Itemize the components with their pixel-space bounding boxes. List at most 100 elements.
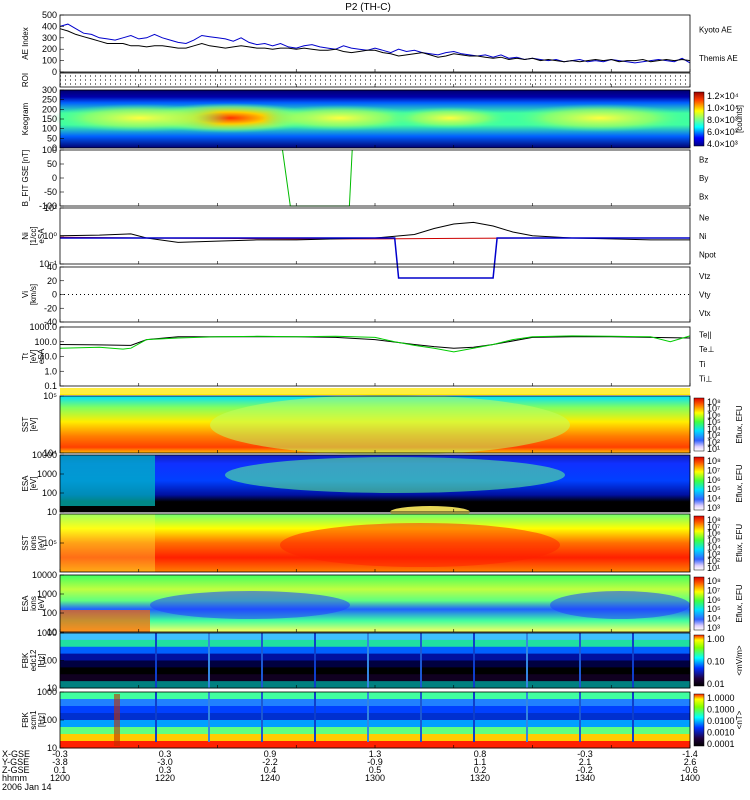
fbk-streak (579, 692, 581, 742)
fbk-streak (632, 692, 634, 742)
fbk-streak (155, 692, 157, 742)
fbk-streak (632, 692, 634, 742)
colorbar-tick-label: 1.2×10⁴ (707, 91, 739, 101)
colorbar-label: Eflux, EFU (735, 584, 744, 622)
fbk-streak (367, 692, 369, 742)
fbk-streak (261, 633, 263, 688)
fbk-streak (420, 633, 422, 688)
x-axis-value: 0.2 (474, 765, 487, 775)
y-tick-label: -40 (44, 317, 57, 327)
x-axis-value: 2.6 (684, 757, 697, 767)
colorbar-tick-label: 10³ (707, 623, 720, 633)
legend-entry: By (699, 174, 708, 183)
fbk-streak (420, 633, 422, 688)
x-axis-value: -0.3 (577, 749, 593, 759)
fbk-streak (473, 692, 475, 742)
fbk-streak (473, 692, 475, 742)
fbk-streak (579, 633, 581, 688)
y-tick-label: 400 (42, 21, 57, 31)
fbk-streak (314, 692, 316, 742)
legend-entry: Kyoto AE (699, 25, 732, 34)
y-tick-label: 200 (42, 44, 57, 54)
x-axis-value: -0.6 (682, 765, 698, 775)
fbk-streak (526, 692, 528, 742)
fbk-band (60, 653, 690, 661)
y-tick-label: 0 (52, 290, 57, 300)
x-axis-value: -3.8 (52, 757, 68, 767)
fbk-streak (314, 633, 316, 688)
fbk-streak (155, 633, 157, 688)
series-line (59, 335, 691, 353)
y-tick-label: 200 (42, 104, 57, 114)
spectrogram-feature (150, 591, 350, 619)
fbk-streak (208, 692, 210, 742)
panel-frame (59, 266, 691, 323)
fbk-streak (208, 692, 210, 742)
colorbar-tick-label: 10⁶ (707, 529, 721, 539)
fbk-streak (155, 633, 157, 688)
spectrogram-feature (60, 514, 155, 572)
fbk-streak (314, 633, 316, 688)
fbk-streak (314, 692, 316, 742)
y-tick-label: 10000 (32, 570, 57, 580)
fbk-streak (420, 692, 422, 742)
fbk-streak (155, 692, 157, 742)
colorbar-tick-label: 10⁷ (707, 404, 720, 414)
fbk-streak (208, 692, 210, 742)
colorbar-tick-label: 10³ (707, 431, 720, 441)
fbk-band (60, 639, 690, 648)
fbk-streak (367, 692, 369, 742)
colorbar-tick-label: 10³ (707, 503, 720, 513)
fbk-streak (632, 692, 634, 742)
colorbar-tick-label: 10⁷ (707, 585, 720, 595)
fbk-band (60, 734, 690, 742)
fbk-streak (473, 633, 475, 688)
colorbar (693, 91, 705, 147)
colorbar-tick-label: 10⁴ (707, 542, 721, 552)
y-axis-label: ions (29, 596, 38, 611)
fbk-streak (261, 692, 263, 742)
x-axis-value: 2.1 (579, 757, 592, 767)
fbk-streak (261, 692, 263, 742)
colorbar-tick-label: 0.10 (707, 657, 725, 667)
fbk-band (60, 692, 690, 700)
fbk-streak (367, 633, 369, 688)
x-axis-value: 0.1 (54, 765, 67, 775)
y-axis-label: ESA (21, 595, 30, 612)
fbk-band (60, 681, 690, 689)
y-tick-label: 10⁴ (43, 448, 57, 458)
x-axis-value: -3.0 (157, 757, 173, 767)
y-tick-label: 100 (42, 488, 57, 498)
legend-entry: Vty (699, 291, 711, 300)
fbk-streak (367, 633, 369, 688)
fbk-streak (261, 692, 263, 742)
colorbar-tick-label: 10⁶ (707, 410, 721, 420)
fbk-streak (526, 633, 528, 688)
fbk-streak (526, 633, 528, 688)
fbk-streak (314, 633, 316, 688)
x-axis-value: 0.5 (369, 765, 382, 775)
fbk-streak (420, 692, 422, 742)
x-axis-value: 0.3 (159, 765, 172, 775)
fbk-streak (526, 633, 528, 688)
fbk-streak (579, 633, 581, 688)
spectrogram-feature (60, 455, 155, 506)
fbk-streak (367, 633, 369, 688)
y-tick-label: 50 (47, 133, 57, 143)
legend-entry: Npot (699, 251, 717, 260)
x-axis-value: 1240 (260, 773, 280, 783)
fbk-band (60, 633, 690, 641)
y-tick-label: 20 (47, 276, 57, 286)
fbk-streak (367, 633, 369, 688)
page-title: P2 (TH-C) (345, 2, 391, 13)
y-axis-label: Keogram (21, 102, 30, 135)
fbk-streak (261, 633, 263, 688)
x-axis-value: 1320 (470, 773, 490, 783)
x-axis-row-label: Y-GSE (2, 757, 29, 767)
colorbar-tick-label: 10³ (707, 549, 720, 559)
colorbar-label: [counts] (735, 105, 744, 133)
fbk-band (60, 741, 690, 749)
fbk-band (60, 646, 690, 655)
fbk-feature (114, 694, 120, 746)
panel-frame (59, 149, 691, 207)
